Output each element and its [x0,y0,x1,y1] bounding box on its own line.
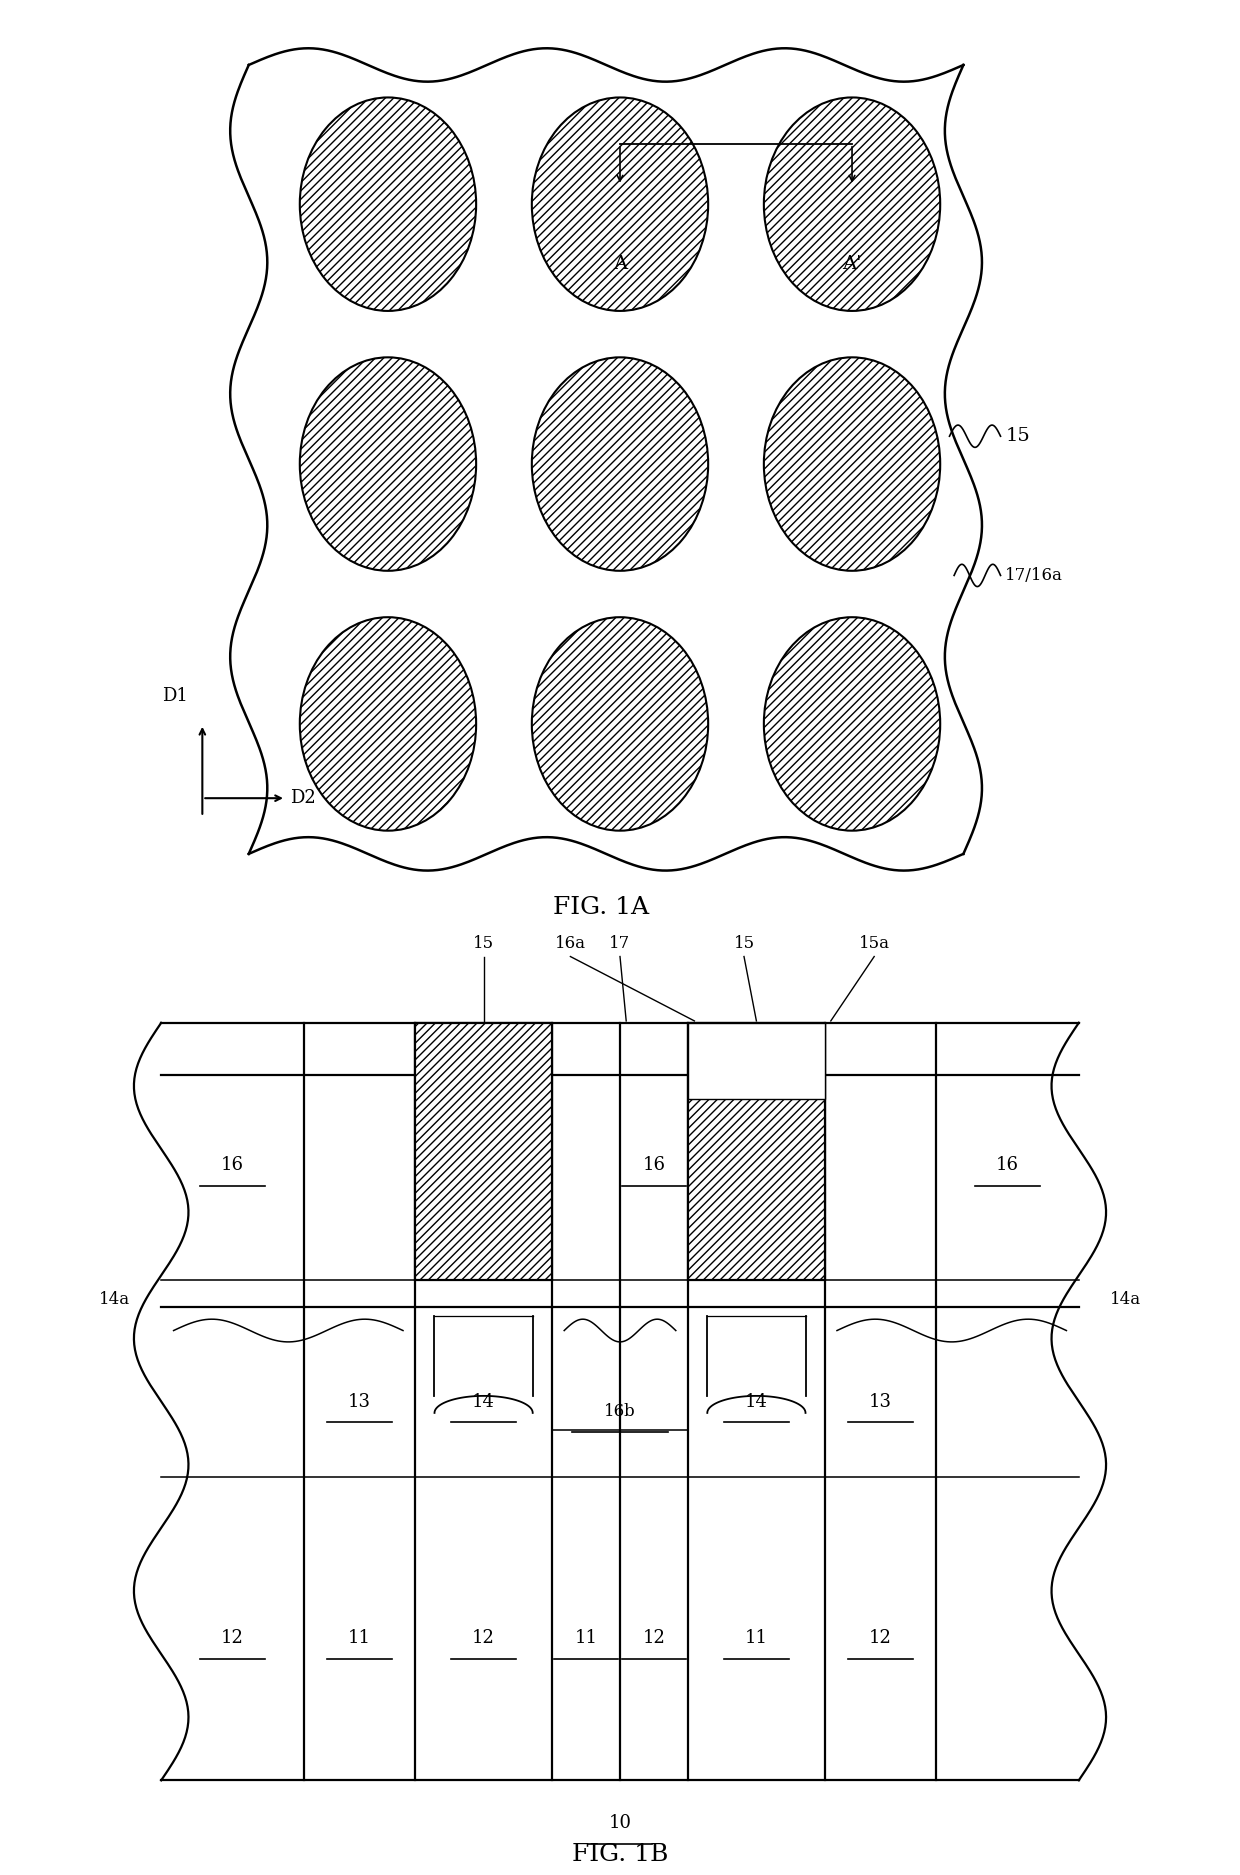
Ellipse shape [764,617,940,831]
Text: 11: 11 [348,1629,371,1648]
Text: 14: 14 [745,1393,768,1410]
Text: 16: 16 [221,1155,244,1174]
Text: 16: 16 [642,1155,666,1174]
Text: 13: 13 [348,1393,371,1410]
Text: 14: 14 [472,1393,495,1410]
Text: A': A' [842,255,862,274]
Text: 15: 15 [1006,428,1030,444]
Text: A: A [613,255,627,274]
Text: 12: 12 [472,1629,495,1648]
Text: 12: 12 [642,1629,666,1648]
Text: D1: D1 [162,688,188,705]
Text: 15: 15 [733,936,755,952]
Ellipse shape [300,617,476,831]
Text: 11: 11 [745,1629,768,1648]
Bar [688,1024,825,1281]
Text: 17/16a: 17/16a [1006,566,1063,583]
Text: 10: 10 [609,1813,631,1832]
Text: 11: 11 [574,1629,598,1648]
Bar [688,1022,825,1099]
Text: 15: 15 [472,936,495,952]
Ellipse shape [300,358,476,570]
Text: 16: 16 [996,1155,1019,1174]
Text: 12: 12 [869,1629,892,1648]
Text: D2: D2 [290,789,316,806]
Ellipse shape [532,98,708,311]
Bar [415,1024,552,1281]
Text: 16a: 16a [556,936,585,952]
Ellipse shape [300,98,476,311]
Ellipse shape [764,98,940,311]
Text: 12: 12 [221,1629,244,1648]
Text: 14a: 14a [99,1290,130,1307]
Ellipse shape [532,617,708,831]
Text: 17: 17 [609,936,631,952]
Text: 14a: 14a [1110,1290,1141,1307]
Ellipse shape [532,358,708,570]
Text: 16b: 16b [604,1402,636,1419]
Ellipse shape [764,358,940,570]
Text: FIG. 1B: FIG. 1B [572,1843,668,1866]
Text: 15a: 15a [858,936,890,952]
Text: 13: 13 [869,1393,892,1410]
Text: FIG. 1A: FIG. 1A [553,896,650,919]
